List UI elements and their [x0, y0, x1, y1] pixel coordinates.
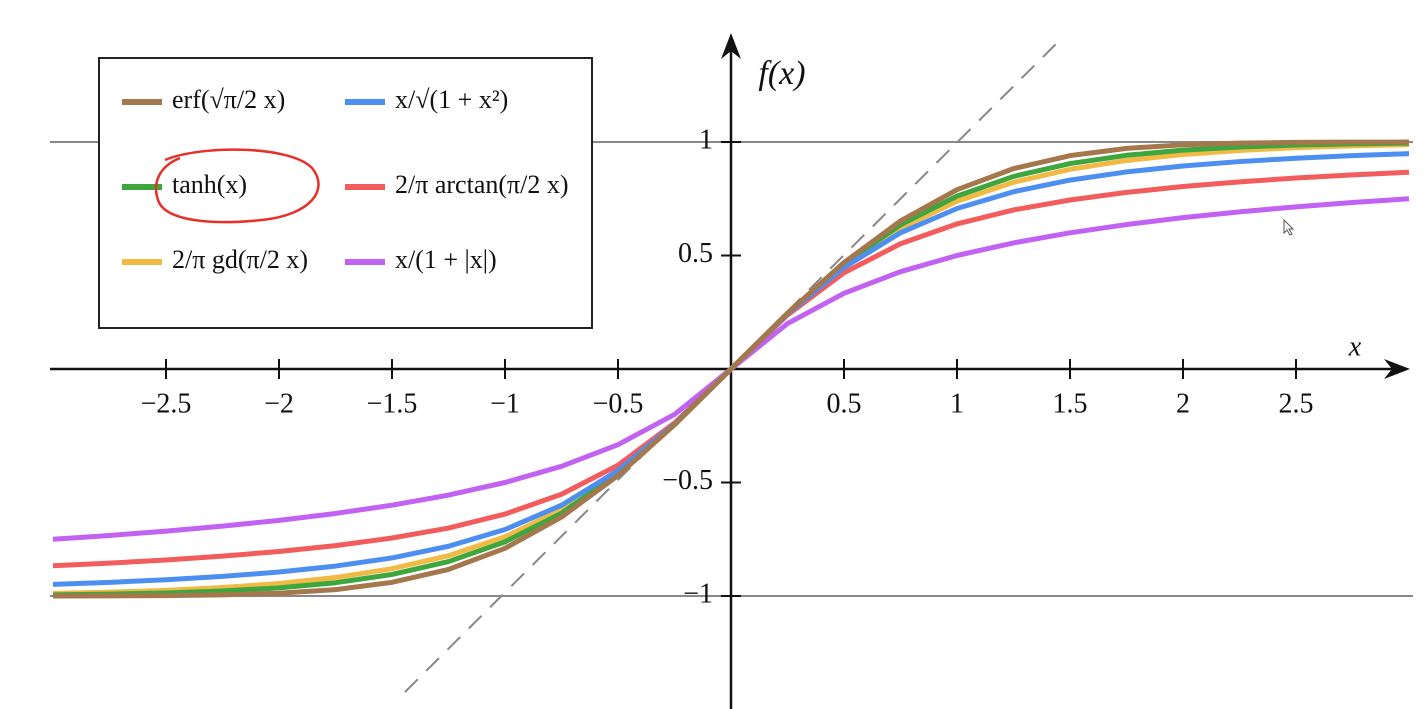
x-axis-label: x	[1348, 331, 1362, 362]
legend: erf(√π/2 x) x/√(1 + x²) tanh(x) 2/π arctan(…	[122, 85, 569, 274]
y-tick-label: 1	[699, 124, 713, 155]
x-tick-label: −1	[490, 388, 520, 419]
mouse-cursor	[1283, 218, 1295, 236]
x-tick-label: 2.5	[1279, 388, 1314, 419]
y-tick-label: −1	[683, 578, 713, 609]
y-axis-label: f(x)	[758, 55, 805, 92]
legend-label: 2/π arctan(π/2 x)	[395, 170, 569, 199]
x-tick-label: 0.5	[827, 388, 862, 419]
legend-label: 2/π gd(π/2 x)	[172, 245, 308, 274]
legend-label: x/√(1 + x²)	[395, 85, 508, 114]
x-tick-label: −0.5	[593, 388, 644, 419]
x-tick-label: −1.5	[367, 388, 418, 419]
legend-label: tanh(x)	[172, 170, 247, 199]
ticks: −2.5 −2 −1.5 −1 −0.5 0.5 1 1.5 2 2.5 −1 −0.5 0.5 1	[141, 124, 1314, 609]
y-tick-label: −0.5	[662, 465, 713, 496]
y-axis-arrow	[721, 33, 741, 59]
x-tick-label: 2	[1176, 388, 1190, 419]
annotation-circle	[154, 148, 320, 224]
legend-label: erf(√π/2 x)	[172, 85, 285, 114]
x-tick-label: 1	[950, 388, 964, 419]
x-tick-label: −2.5	[141, 388, 192, 419]
x-axis-arrow	[1384, 359, 1410, 379]
y-tick-label: 0.5	[678, 238, 713, 269]
series-line	[52, 139, 1410, 599]
plot-lines	[52, 139, 1410, 599]
x-tick-label: −2	[264, 388, 294, 419]
x-tick-label: 1.5	[1053, 388, 1088, 419]
legend-label: x/(1 + |x|)	[395, 245, 497, 274]
